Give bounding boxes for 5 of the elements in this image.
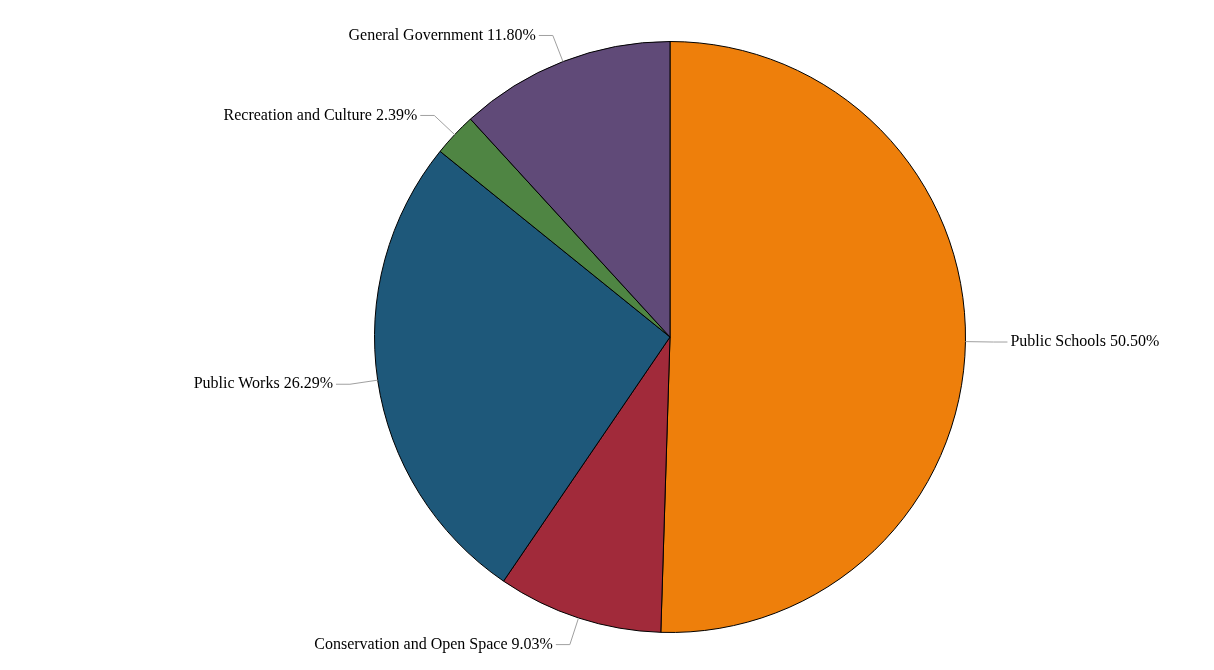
slice-label: Public Works 26.29%: [193, 374, 333, 392]
slice-label: General Government 11.80%: [348, 25, 536, 43]
slice-label: Public Schools 50.50%: [1010, 332, 1160, 350]
slice-label: Recreation and Culture 2.39%: [223, 105, 418, 123]
slice-label: Conservation and Open Space 9.03%: [314, 634, 553, 653]
